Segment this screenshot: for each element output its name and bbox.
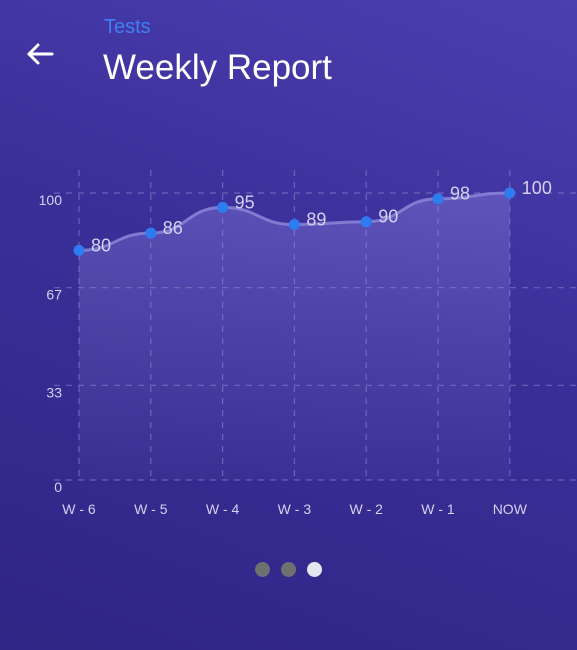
y-tick-label: 0 (54, 479, 62, 495)
y-tick-label: 33 (46, 384, 62, 400)
page-dot-2[interactable] (281, 562, 296, 577)
data-label: 89 (306, 210, 326, 230)
data-label: 98 (450, 184, 470, 204)
weekly-report-chart: 100 67 33 0W - 6 W - 5 W - 4 W - 3 W - 2 W - 1 NO… (39, 170, 577, 517)
x-tick-label: W - 1 (421, 501, 455, 517)
x-tick-label: W - 5 (134, 501, 168, 517)
data-point (73, 244, 85, 256)
x-tick-label: W - 2 (349, 501, 383, 517)
y-tick-label: 100 (39, 192, 63, 208)
data-point (432, 193, 444, 205)
data-label: 80 (91, 235, 111, 255)
data-point (504, 187, 516, 199)
page-dot-3[interactable] (307, 562, 322, 577)
data-label: 100 (522, 178, 552, 198)
data-label: 90 (378, 207, 398, 227)
page-indicator (0, 562, 577, 577)
section-label: Tests (104, 16, 151, 38)
area-fill (79, 193, 510, 480)
data-point (217, 201, 229, 213)
data-point (145, 227, 157, 239)
x-tick-label: W - 4 (206, 501, 240, 517)
page-dot-1[interactable] (255, 562, 270, 577)
back-button[interactable] (22, 36, 58, 72)
x-tick-label: W - 6 (62, 501, 96, 517)
data-point (360, 216, 372, 228)
y-tick-label: 67 (46, 287, 62, 303)
data-label: 95 (235, 192, 255, 212)
page-title: Weekly Report (103, 48, 332, 87)
x-tick-label: NOW (493, 501, 528, 517)
data-label: 86 (163, 218, 183, 238)
x-tick-label: W - 3 (278, 501, 312, 517)
arrow-left-icon (27, 43, 54, 65)
data-point (288, 219, 300, 231)
